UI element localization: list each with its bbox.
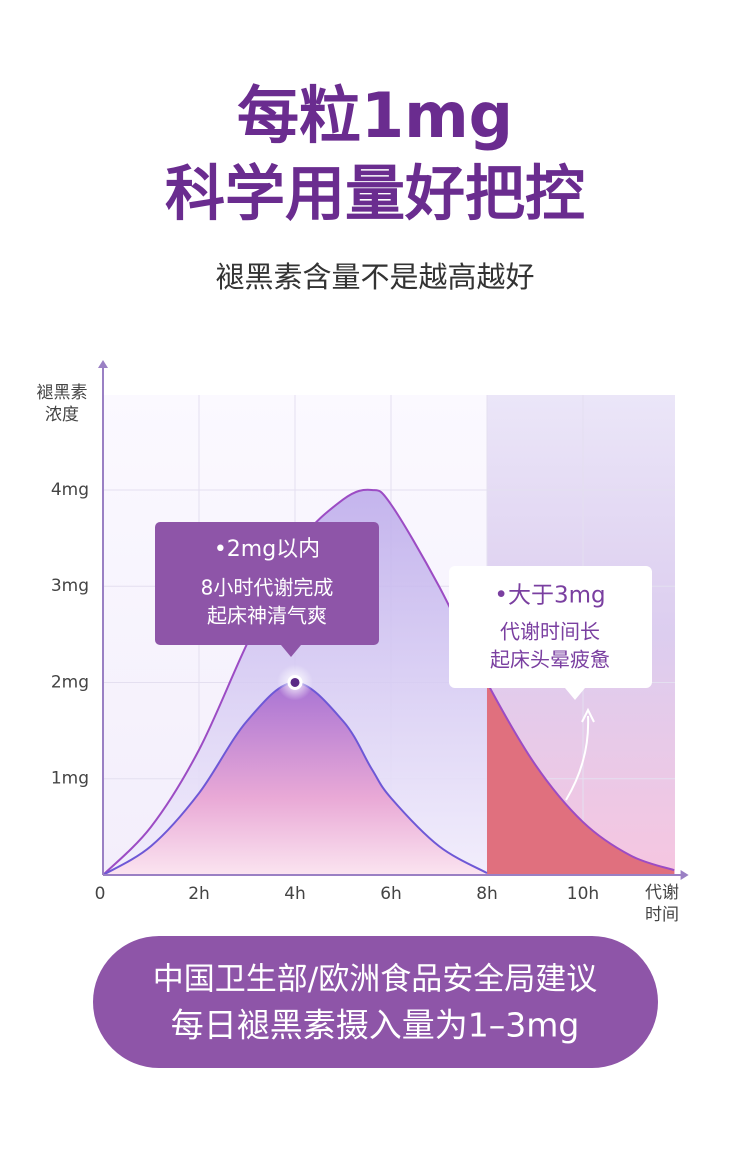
callout-text: 起床头晕疲惫	[490, 648, 610, 672]
callout-heading: •2mg以内	[214, 537, 320, 562]
y-tick-label: 3mg	[51, 576, 89, 596]
x-axis-label: 代谢	[645, 883, 679, 903]
x-tick-label: 8h	[476, 884, 498, 904]
y-axis-label: 褪黑素	[37, 383, 88, 403]
callout-box	[155, 522, 379, 645]
x-tick-label: 2h	[188, 884, 210, 904]
callout-text: 8小时代谢完成	[201, 576, 334, 600]
x-axis-label: 时间	[645, 905, 679, 925]
footer-line: 中国卫生部/欧洲食品安全局建议	[153, 962, 597, 998]
area	[103, 682, 487, 875]
callout-text: 代谢时间长	[500, 620, 600, 644]
header: 每粒1mg 科学用量好把控 褪黑素含量不是越高越好	[165, 79, 585, 294]
callout-box	[449, 566, 652, 688]
line	[102, 488, 675, 876]
x-axis-arrow	[680, 870, 689, 880]
footer-line: 每日褪黑素摄入量为1–3mg	[171, 1006, 580, 1045]
peak-marker	[287, 674, 303, 690]
callout-text: 起床神清气爽	[207, 604, 327, 628]
y-tick-label: 4mg	[51, 480, 89, 500]
title-line: 科学用量好把控	[165, 160, 585, 230]
x-tick-label: 10h	[567, 884, 599, 904]
x-tick-label: 6h	[380, 884, 402, 904]
subtitle: 褪黑素含量不是越高越好	[215, 260, 534, 294]
footer-pill	[93, 936, 658, 1068]
y-tick-label: 2mg	[51, 672, 89, 692]
annotations: •2mg以内 8小时代谢完成 起床神清气爽 •大于3mg 代谢时间长 起床头晕疲…	[155, 522, 652, 801]
callout-pointer	[281, 645, 301, 657]
footer: 中国卫生部/欧洲食品安全局建议 每日褪黑素摄入量为1–3mg	[93, 936, 658, 1068]
x-tick-label: 4h	[284, 884, 306, 904]
x-tick-label: 0	[95, 884, 106, 904]
arrow	[565, 715, 590, 801]
highlight-area	[487, 682, 675, 875]
y-axis-label: 浓度	[45, 405, 79, 425]
title-line: 每粒1mg	[237, 79, 513, 152]
line	[102, 681, 488, 876]
y-tick-label: 1mg	[51, 769, 89, 789]
arrow-head	[581, 707, 595, 723]
callout-pointer	[565, 688, 585, 700]
y-axis-arrow	[98, 360, 108, 368]
callout-heading: •大于3mg	[494, 583, 605, 609]
